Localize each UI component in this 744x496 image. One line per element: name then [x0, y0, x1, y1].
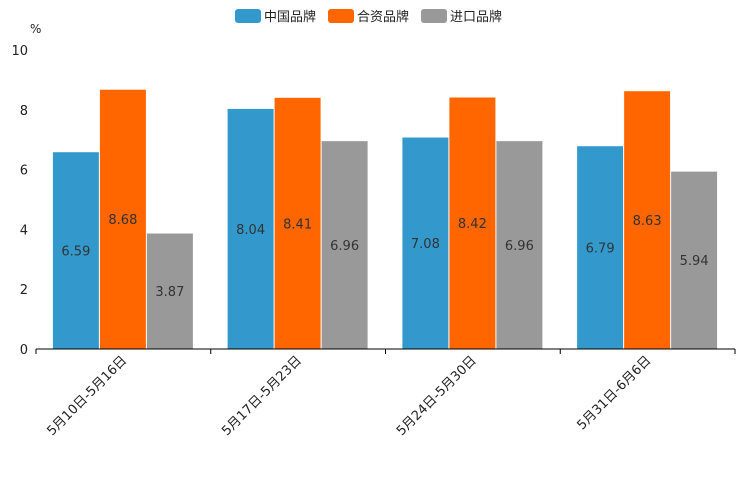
x-tick-label: 5月24日-5月30日: [394, 353, 480, 439]
data-label: 6.79: [586, 241, 615, 256]
data-label: 8.41: [283, 217, 312, 232]
y-tick-label: 0: [20, 343, 28, 358]
bars: [52, 89, 718, 350]
bar-2-2: [274, 97, 322, 350]
y-tick-label: 4: [20, 223, 28, 238]
data-label: 8.42: [458, 217, 487, 232]
legend-swatch: [328, 9, 354, 23]
x-tick-label: 5月10日-5月16日: [44, 353, 130, 439]
bar-1-1: [52, 151, 100, 350]
data-label: 6.96: [505, 239, 534, 254]
x-axis: 5月10日-5月16日 5月17日-5月23日 5月24日-5月30日 5月31日-6…: [35, 348, 736, 439]
bar-1-3: [401, 137, 449, 350]
y-axis-unit-label: %: [30, 22, 41, 36]
y-axis: 0 2 4 6 8 10: [11, 44, 28, 358]
data-label: 8.04: [236, 223, 265, 238]
y-tick-label: 2: [20, 283, 28, 298]
legend-label: 进口品牌: [450, 9, 502, 25]
data-label: 6.96: [330, 239, 359, 254]
legend-swatch: [235, 9, 261, 23]
legend-label: 合资品牌: [357, 9, 409, 25]
bar-1-4: [576, 145, 624, 350]
data-label: 3.87: [155, 285, 184, 300]
bar-3-2: [321, 140, 369, 350]
x-tick-label: 5月31日-6月6日: [575, 353, 655, 433]
y-tick-label: 10: [11, 44, 28, 59]
legend-item: 中国品牌: [235, 9, 316, 25]
y-tick-label: 6: [20, 164, 28, 179]
data-label: 5.94: [680, 254, 709, 269]
data-labels: 6.59 8.68 3.87 8.04 8.41 6.96 7.08 8.42 6.96 6.79…: [61, 213, 708, 300]
legend: 中国品牌 合资品牌 进口品牌: [235, 9, 502, 25]
bar-2-1: [99, 89, 147, 350]
bar-1-2: [227, 108, 275, 350]
data-label: 8.68: [108, 213, 137, 228]
data-label: 8.63: [633, 214, 662, 229]
legend-item: 合资品牌: [328, 9, 409, 25]
bar-3-4: [670, 171, 718, 350]
bar-2-3: [448, 96, 496, 350]
bar-2-4: [623, 90, 671, 350]
data-label: 7.08: [411, 237, 440, 252]
legend-label: 中国品牌: [264, 9, 316, 25]
data-label: 6.59: [61, 244, 90, 259]
y-tick-label: 8: [20, 104, 28, 119]
legend-swatch: [421, 9, 447, 23]
legend-item: 进口品牌: [421, 9, 502, 25]
x-tick-label: 5月17日-5月23日: [219, 353, 305, 439]
bar-3-1: [146, 233, 194, 350]
